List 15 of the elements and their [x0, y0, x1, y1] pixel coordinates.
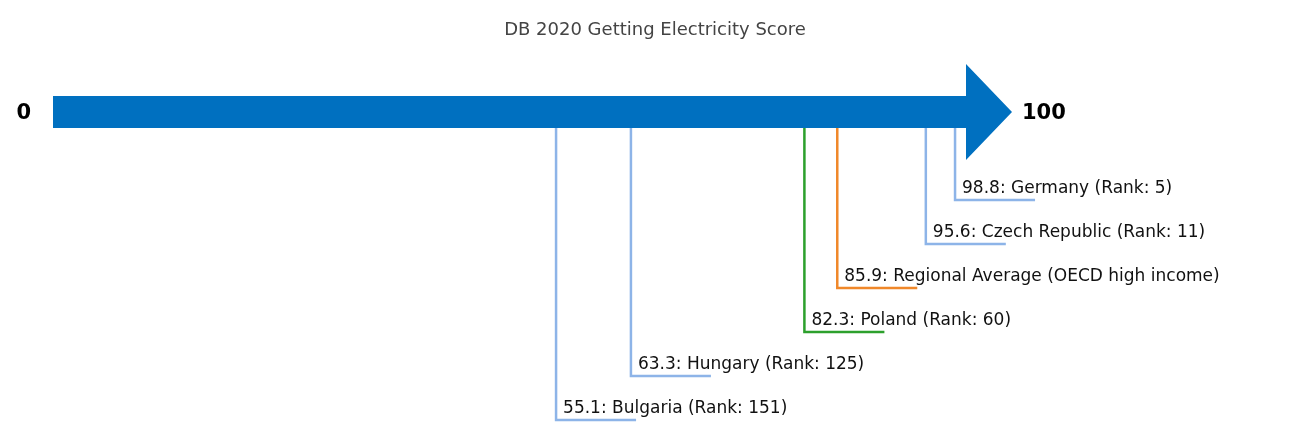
category-label: Hungary (Rank: 125): [681, 352, 865, 373]
text: 100: [1022, 100, 1066, 124]
text: 0: [16, 100, 31, 124]
data-label: 98.8:: [962, 176, 1006, 197]
category-label: Regional Average (OECD high income): [887, 264, 1220, 285]
data-label: 95.6:: [932, 220, 977, 241]
text: DB 2020 Getting Electricity Score: [504, 17, 806, 39]
category-label: Germany (Rank: 5): [1005, 176, 1173, 197]
data-label: 63.3:: [637, 352, 682, 373]
data-label: 82.3:: [811, 308, 855, 329]
data-label: 55.1:: [563, 396, 607, 417]
category-label: Bulgaria (Rank: 151): [606, 396, 788, 417]
category-label: Poland (Rank: 60): [854, 308, 1012, 329]
data-label: 85.9:: [844, 264, 888, 285]
category-label: Czech Republic (Rank: 11): [976, 220, 1206, 241]
